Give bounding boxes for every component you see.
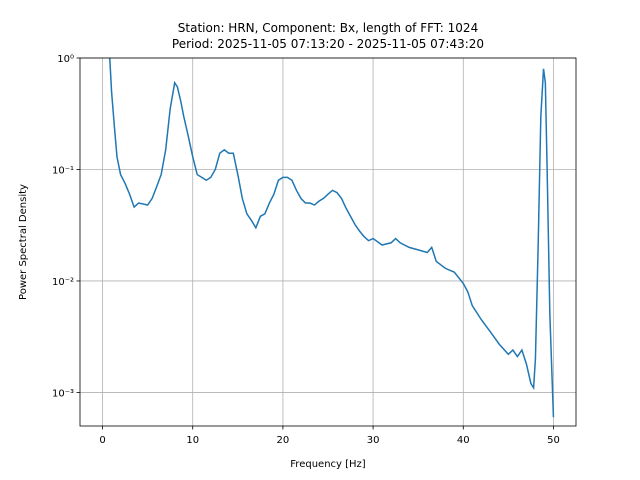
plot-frame (79, 57, 577, 427)
x-tick-label: 50 (547, 435, 560, 446)
x-axis-label: Frequency [Hz] (290, 459, 366, 470)
y-tick-label: 10⁻¹ (52, 165, 74, 176)
x-tick-label: 10 (186, 435, 199, 446)
x-tick-label: 20 (277, 435, 290, 446)
y-tick-label: 10⁰ (57, 54, 74, 65)
x-tick-label: 40 (457, 435, 470, 446)
y-axis-label: Power Spectral Density (18, 184, 29, 300)
x-tick-label: 0 (99, 435, 105, 446)
chart-subtitle: Period: 2025-11-05 07:13:20 - 2025-11-05… (172, 37, 484, 51)
y-tick-label: 10⁻² (52, 277, 74, 288)
data-line (109, 58, 555, 418)
chart-title: Station: HRN, Component: Bx, length of F… (178, 21, 478, 35)
y-tick-label: 10⁻³ (52, 388, 74, 399)
x-tick-label: 30 (367, 435, 380, 446)
